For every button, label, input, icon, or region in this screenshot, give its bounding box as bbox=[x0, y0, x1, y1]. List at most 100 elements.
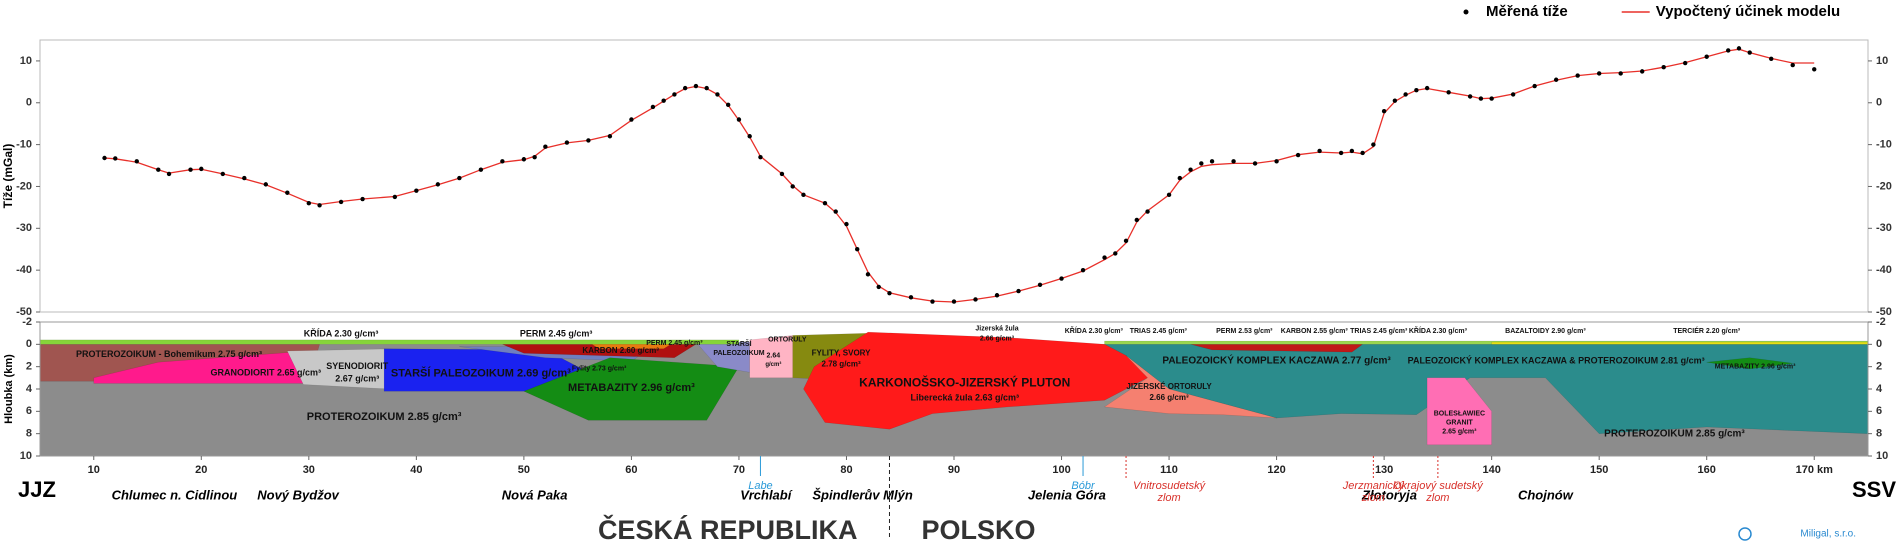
unit-label: BOLESŁAWIEC bbox=[1434, 410, 1485, 417]
legend-label: Měřená tíže bbox=[1486, 3, 1568, 20]
measured-point bbox=[693, 83, 699, 89]
y-tick-label: 6 bbox=[26, 405, 32, 417]
measured-point bbox=[1424, 85, 1430, 91]
unit-label: PERM 2.53 g/cm³ bbox=[1216, 328, 1273, 335]
measured-point bbox=[1295, 152, 1301, 158]
unit-label: FYLITY, SVORY bbox=[812, 348, 871, 357]
measured-point bbox=[102, 155, 107, 161]
measured-point bbox=[543, 144, 548, 149]
measured-point bbox=[306, 201, 312, 206]
measured-point bbox=[1381, 108, 1387, 114]
geo-unit bbox=[1491, 341, 1869, 345]
unit-label: GRANODIORIT 2.65 g/cm³ bbox=[211, 368, 322, 378]
y-tick-label: -40 bbox=[16, 264, 32, 276]
measured-point bbox=[951, 299, 957, 304]
measured-point bbox=[876, 284, 881, 290]
place-label: Vrchlabí bbox=[740, 487, 792, 502]
y-tick-label: -30 bbox=[16, 222, 32, 234]
measured-point bbox=[736, 117, 742, 122]
y-tick-label: 0 bbox=[26, 97, 32, 109]
measured-point bbox=[1618, 71, 1623, 76]
measured-point bbox=[1123, 238, 1129, 244]
x-tick-label: 140 bbox=[1482, 464, 1500, 476]
unit-label: 2.66 g/cm³ bbox=[1149, 393, 1188, 402]
measured-point bbox=[1446, 90, 1451, 95]
x-tick-label: 70 bbox=[733, 464, 745, 476]
legend-dot bbox=[1463, 9, 1469, 15]
logo bbox=[1738, 527, 1752, 541]
measured-point bbox=[113, 156, 118, 161]
unit-label: PERM 2.45 g/cm³ bbox=[520, 329, 593, 339]
y-tick-label-right: 8 bbox=[1876, 428, 1882, 440]
measured-point bbox=[887, 290, 892, 296]
measured-point bbox=[521, 157, 527, 162]
y-tick-label: -2 bbox=[22, 316, 32, 328]
measured-point bbox=[414, 188, 419, 193]
country-label: ČESKÁ REPUBLIKA bbox=[598, 514, 858, 545]
measured-point bbox=[1371, 142, 1376, 147]
geo-unit bbox=[803, 331, 1149, 430]
measured-point bbox=[822, 201, 828, 206]
measured-point bbox=[1392, 98, 1398, 103]
unit-label: SYENODIORIT bbox=[326, 361, 389, 371]
measured-point bbox=[242, 175, 247, 181]
measured-point bbox=[1349, 148, 1355, 154]
unit-label: Fylity 2.73 g/cm³ bbox=[572, 366, 627, 373]
unit-label: GRANIT bbox=[1446, 419, 1474, 426]
geo-unit bbox=[39, 339, 740, 345]
direction-label: JJZ bbox=[18, 477, 56, 502]
measured-point bbox=[457, 175, 462, 181]
y-tick-label: 0 bbox=[26, 338, 32, 350]
measured-point bbox=[973, 297, 978, 302]
measured-point bbox=[1661, 65, 1666, 70]
geo-unit bbox=[1426, 377, 1492, 446]
y-tick-label: 10 bbox=[20, 55, 32, 67]
x-tick-label: 10 bbox=[88, 464, 100, 476]
measured-point bbox=[1199, 161, 1204, 166]
y-tick-label-right: 10 bbox=[1876, 55, 1888, 67]
measured-point bbox=[844, 221, 849, 227]
measured-point bbox=[1489, 96, 1494, 101]
measured-point bbox=[1704, 54, 1709, 59]
measured-point bbox=[1113, 251, 1118, 256]
measured-point bbox=[1134, 217, 1140, 223]
unit-label: 2.65 g/cm³ bbox=[1442, 428, 1477, 435]
unit-label: Jizerská žula bbox=[975, 326, 1018, 333]
y-tick-label-right: -20 bbox=[1876, 180, 1892, 192]
measured-point bbox=[682, 85, 688, 91]
y-tick-label-right: 10 bbox=[1876, 450, 1888, 462]
measured-point bbox=[317, 203, 322, 208]
x-tick-label: 20 bbox=[195, 464, 207, 476]
measured-point bbox=[285, 190, 290, 195]
measured-point bbox=[704, 85, 709, 91]
measured-point bbox=[1596, 71, 1602, 76]
geo-unit bbox=[1103, 355, 1277, 419]
unit-label: KARKONOŠSKO-JIZERSKÝ PLUTON bbox=[859, 375, 1070, 390]
y-tick-label-right: 2 bbox=[1876, 361, 1882, 373]
unit-label: STARŠÍ PALEOZOIKUM 2.69 g/cm³ bbox=[391, 366, 571, 379]
x-tick-label: 170 km bbox=[1796, 464, 1834, 476]
measured-point bbox=[564, 140, 570, 145]
y-tick-label-right: 4 bbox=[1876, 383, 1883, 395]
measured-point bbox=[650, 104, 656, 110]
legend-label: Vypočtený účinek modelu bbox=[1656, 3, 1841, 20]
y-tick-label: 10 bbox=[20, 450, 32, 462]
unit-label: TERCIÉR 2.20 g/cm³ bbox=[1673, 326, 1741, 335]
unit-label: g/cm³ bbox=[765, 361, 781, 368]
x-tick-label: 40 bbox=[410, 464, 422, 476]
measured-point bbox=[220, 171, 225, 177]
measured-point bbox=[855, 247, 860, 252]
measured-point bbox=[1747, 50, 1752, 55]
unit-label: KARBON 2.55 g/cm³ bbox=[1281, 328, 1349, 335]
measured-point bbox=[790, 184, 795, 189]
measured-point bbox=[1403, 92, 1408, 97]
measured-point bbox=[1478, 96, 1484, 101]
measured-point bbox=[994, 293, 1000, 298]
fault-label: zlom bbox=[1156, 492, 1180, 504]
x-tick-label: 80 bbox=[840, 464, 852, 476]
y-axis-label: Hloubka (km) bbox=[3, 354, 15, 424]
measured-point bbox=[1317, 148, 1322, 154]
unit-label: 2.67 g/cm³ bbox=[335, 373, 379, 383]
unit-label: BAZALTOIDY 2.90 g/cm³ bbox=[1505, 328, 1586, 335]
unit-label: PROTEROZOIKUM - Bohemikum 2.75 g/cm³ bbox=[76, 349, 262, 359]
